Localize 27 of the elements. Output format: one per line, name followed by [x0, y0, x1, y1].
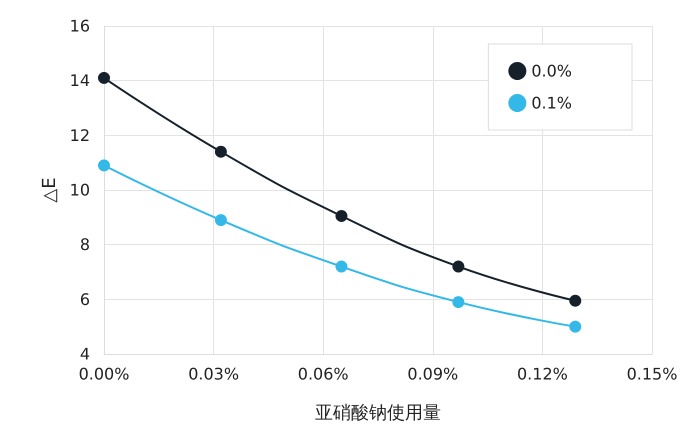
- x-tick-label: 0.12%: [516, 364, 568, 384]
- y-tick-label: 12: [70, 126, 90, 145]
- point: [452, 296, 464, 308]
- point: [335, 260, 348, 273]
- x-tick-label: 0.15%: [626, 364, 678, 384]
- y-axis-title: △E: [39, 177, 60, 203]
- y-tick-label: 16: [70, 16, 90, 36]
- point: [98, 72, 110, 84]
- point: [452, 260, 464, 273]
- y-tick-label: 4: [80, 344, 90, 364]
- point: [214, 214, 227, 226]
- legend-label: 0.0%: [531, 62, 572, 80]
- legend-label: 0.1%: [531, 94, 572, 112]
- x-tick-label: 0.06%: [298, 364, 349, 384]
- y-tick-label: 10: [70, 180, 90, 200]
- y-tick-label: 8: [80, 235, 90, 254]
- point: [569, 294, 582, 307]
- point: [335, 210, 348, 222]
- point: [214, 146, 227, 158]
- point: [98, 159, 110, 172]
- point: [569, 320, 582, 333]
- x-axis-title: 亚硝酸钠使用量: [315, 402, 441, 424]
- y-tick-label: 6: [80, 290, 90, 309]
- x-tick-label: 0.09%: [407, 364, 458, 384]
- y-tick-label: 14: [70, 71, 90, 90]
- x-tick-label: 0.00%: [78, 364, 130, 384]
- x-tick-label: 0.03%: [188, 364, 240, 384]
